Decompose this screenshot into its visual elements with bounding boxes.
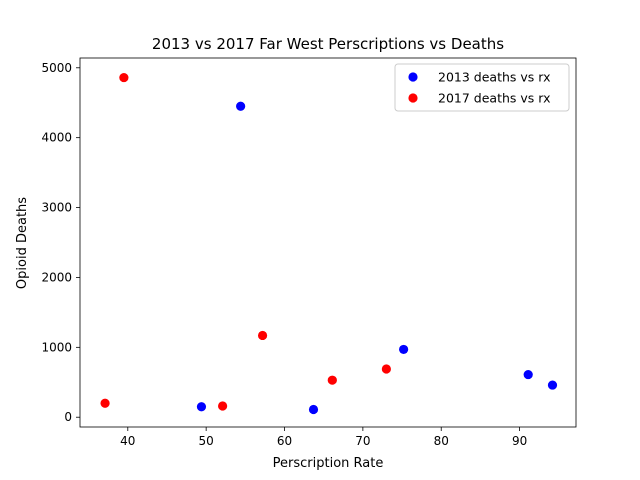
legend-marker-series-2 <box>408 93 418 103</box>
data-point-series-2 <box>327 375 337 385</box>
y-tick-label: 4000 <box>41 131 72 145</box>
x-tick-label: 80 <box>434 434 449 448</box>
plot-area: 40 50 60 70 80 90 0 1000 2000 3000 4000 5000 <box>41 57 577 448</box>
data-point-series-1 <box>196 402 207 412</box>
data-point-series-2 <box>218 401 228 411</box>
data-point-series-2 <box>381 364 391 374</box>
x-tick-label: 70 <box>355 434 370 448</box>
data-point-series-1 <box>547 380 558 390</box>
x-tick-label: 60 <box>277 434 292 448</box>
data-point-series-1 <box>523 369 533 380</box>
y-axis-label: Opioid Deaths <box>15 197 30 289</box>
data-point-series-2 <box>100 398 110 408</box>
x-axis-label: Perscription Rate <box>273 456 384 471</box>
data-point-series-2 <box>257 330 268 341</box>
legend-label-series-2: 2017 deaths vs rx <box>438 91 550 106</box>
x-tick-label: 40 <box>120 434 135 448</box>
y-tick-label: 5000 <box>41 61 72 75</box>
x-tick-label: 90 <box>512 434 527 448</box>
legend-marker-series-1 <box>408 72 418 82</box>
y-tick-label: 3000 <box>41 201 72 215</box>
data-point-series-2 <box>119 72 129 83</box>
data-point-series-1 <box>236 101 246 111</box>
legend-frame <box>394 63 570 112</box>
x-tick-label: 50 <box>199 434 214 448</box>
axes-frame <box>79 57 577 428</box>
data-point-series-1 <box>399 344 409 355</box>
y-tick-label: 1000 <box>41 340 72 354</box>
legend: 2013 deaths vs rx 2017 deaths vs rx <box>394 63 570 112</box>
y-tick-label: 2000 <box>41 270 72 284</box>
chart-title: 2013 vs 2017 Far West Perscriptions vs D… <box>152 35 504 53</box>
y-tick-label: 0 <box>64 410 72 424</box>
data-point-series-1 <box>308 404 319 415</box>
legend-label-series-1: 2013 deaths vs rx <box>438 70 550 85</box>
